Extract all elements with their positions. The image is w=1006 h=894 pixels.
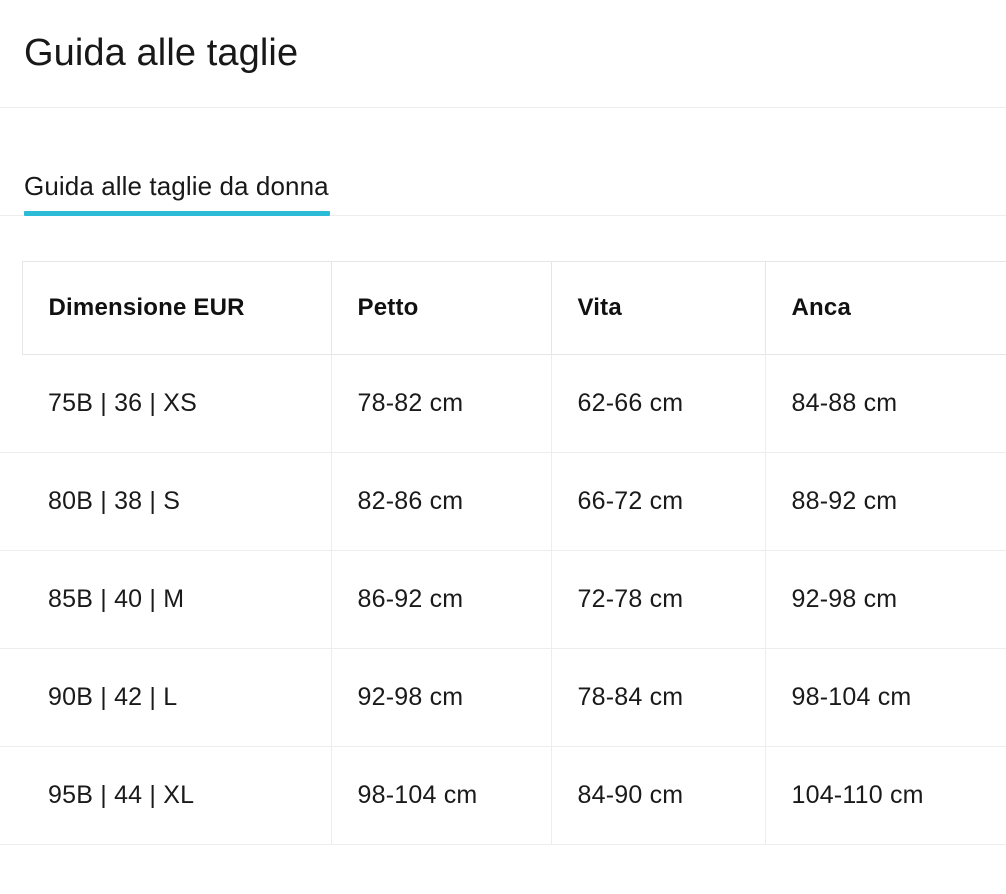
table-header-row: Dimensione EUR Petto Vita Anca (0, 261, 1006, 355)
column-header-anca: Anca (764, 261, 1006, 355)
table-row: 80B | 38 | S 82-86 cm 66-72 cm 88-92 cm (0, 452, 1006, 551)
cell-chest: 86-92 cm (331, 550, 552, 649)
cell-hip: 88-92 cm (765, 452, 1006, 551)
gutter-cell (0, 261, 22, 355)
size-table-container: Dimensione EUR Petto Vita Anca 75B | 36 … (0, 216, 1006, 845)
cell-waist: 62-66 cm (551, 354, 766, 453)
cell-size: 85B | 40 | M (22, 550, 332, 649)
cell-hip: 84-88 cm (765, 354, 1006, 453)
cell-hip: 92-98 cm (765, 550, 1006, 649)
cell-waist: 72-78 cm (551, 550, 766, 649)
cell-waist: 66-72 cm (551, 452, 766, 551)
cell-chest: 78-82 cm (331, 354, 552, 453)
cell-hip: 104-110 cm (765, 746, 1006, 845)
table-row: 85B | 40 | M 86-92 cm 72-78 cm 92-98 cm (0, 550, 1006, 649)
cell-chest: 82-86 cm (331, 452, 552, 551)
cell-waist: 78-84 cm (551, 648, 766, 747)
gutter-cell (0, 452, 22, 551)
cell-size: 75B | 36 | XS (22, 354, 332, 453)
cell-chest: 92-98 cm (331, 648, 552, 747)
gutter-cell (0, 550, 22, 649)
column-header-petto: Petto (330, 261, 552, 355)
cell-size: 80B | 38 | S (22, 452, 332, 551)
table-row: 95B | 44 | XL 98-104 cm 84-90 cm 104-110… (0, 746, 1006, 845)
page-header: Guida alle taglie (0, 0, 1006, 108)
page-title: Guida alle taglie (24, 31, 299, 74)
size-table-head: Dimensione EUR Petto Vita Anca (0, 261, 1006, 355)
cell-hip: 98-104 cm (765, 648, 1006, 747)
gutter-cell (0, 746, 22, 845)
size-table-body: 75B | 36 | XS 78-82 cm 62-66 cm 84-88 cm… (0, 354, 1006, 845)
gutter-cell (0, 648, 22, 747)
cell-waist: 84-90 cm (551, 746, 766, 845)
tab-womens-size-guide[interactable]: Guida alle taglie da donna (24, 171, 330, 216)
cell-chest: 98-104 cm (331, 746, 552, 845)
gutter-cell (0, 354, 22, 453)
column-header-vita: Vita (550, 261, 766, 355)
cell-size: 90B | 42 | L (22, 648, 332, 747)
column-header-dimensione-eur: Dimensione EUR (21, 261, 332, 355)
tab-bar: Guida alle taglie da donna (0, 108, 1006, 216)
cell-size: 95B | 44 | XL (22, 746, 332, 845)
size-table: Dimensione EUR Petto Vita Anca 75B | 36 … (0, 261, 1006, 845)
table-row: 75B | 36 | XS 78-82 cm 62-66 cm 84-88 cm (0, 354, 1006, 453)
table-row: 90B | 42 | L 92-98 cm 78-84 cm 98-104 cm (0, 648, 1006, 747)
